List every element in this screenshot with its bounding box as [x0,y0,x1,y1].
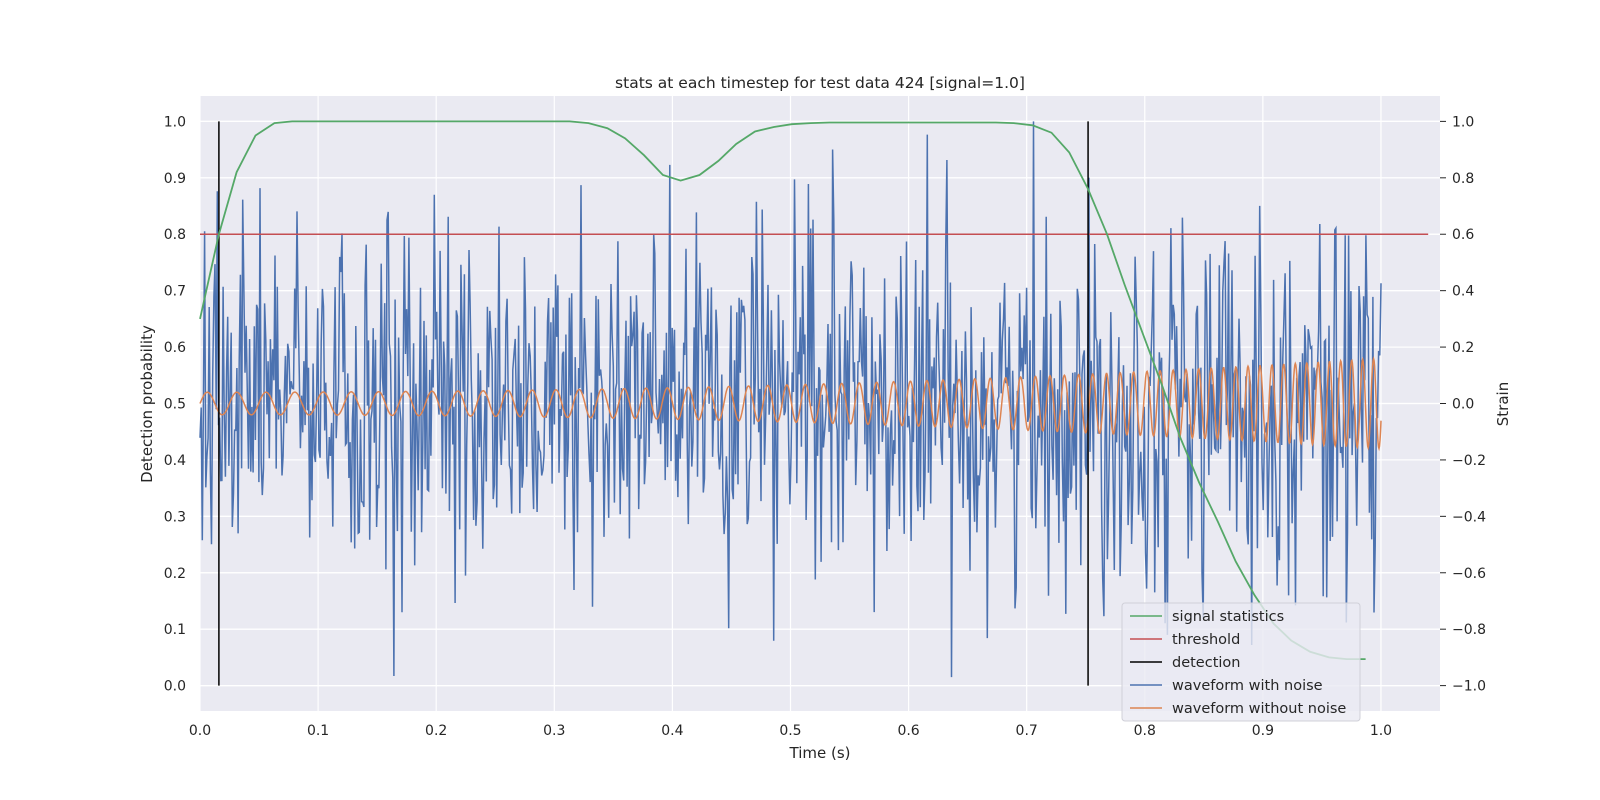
x-tick-label: 0.5 [779,723,801,739]
legend-box [1121,602,1361,722]
y-left-tick-label: 0.8 [164,227,186,243]
x-tick-labels: 0.0 0.1 0.2 0.3 0.4 0.5 0.6 0.7 0.8 0.9 1.0 [189,723,1392,739]
y-right-tick-label: −0.4 [1452,509,1486,525]
legend: signal statistics threshold detection wa… [1121,602,1361,722]
legend-label-signal-statistics: signal statistics [1172,609,1284,625]
y-left-tick-label: 0.2 [164,566,186,582]
legend-label-threshold: threshold [1172,632,1240,648]
y-right-tick-label: 0.6 [1452,227,1474,243]
y-left-tick-label: 0.5 [164,397,186,413]
x-axis-label: Time (s) [789,744,851,762]
y-right-tick-label: −0.6 [1452,566,1486,582]
y-left-tick-label: 0.9 [164,171,186,187]
series-waveform-without-noise [199,355,1382,452]
y-left-tick-label: 0.6 [164,340,186,356]
x-tick-label: 0.9 [1252,723,1274,739]
y-right-tick-label: 0.8 [1452,171,1474,187]
y-right-tick-label: 0.2 [1452,340,1474,356]
y-left-tick-label: 0.0 [164,679,186,695]
x-tick-label: 0.2 [425,723,447,739]
y-left-tick-label: 0.7 [164,284,186,300]
chart-title: stats at each timestep for test data 424… [615,74,1025,92]
x-tick-label: 1.0 [1370,723,1392,739]
y-left-tick-label: 0.1 [164,622,186,638]
y-right-tick-label: −0.2 [1452,453,1486,469]
y-right-tick-labels: −1.0 −0.8 −0.6 −0.4 −0.2 0.0 0.2 0.4 0.6 0.8 1.0 [1440,114,1486,695]
y-left-tick-label: 0.4 [164,453,186,469]
y-axis-label-left: Detection probability [138,325,156,483]
x-tick-label: 0.6 [897,723,919,739]
x-tick-label: 0.0 [189,723,211,739]
y-left-tick-labels: 0.0 0.1 0.2 0.3 0.4 0.5 0.6 0.7 0.8 0.9 1.0 [164,114,186,694]
y-right-tick-label: 0.4 [1452,284,1474,300]
x-tick-label: 0.1 [307,723,329,739]
y-axis-label-right: Strain [1494,382,1512,426]
legend-label-waveform-without-noise: waveform without noise [1172,701,1346,717]
y-right-tick-label: −1.0 [1452,679,1486,695]
legend-label-detection: detection [1172,655,1240,671]
y-right-tick-label: 1.0 [1452,114,1474,130]
y-left-tick-label: 1.0 [164,114,186,130]
x-tick-label: 0.3 [543,723,565,739]
series-waveform-with-noise [199,121,1382,678]
x-tick-label: 0.8 [1134,723,1156,739]
y-right-tick-label: −0.8 [1452,622,1486,638]
x-tick-label: 0.7 [1016,723,1038,739]
legend-label-waveform-with-noise: waveform with noise [1172,678,1323,694]
series-signal-statistics [199,120,1366,660]
y-left-tick-label: 0.3 [164,509,186,525]
y-right-tick-label: 0.0 [1452,397,1474,413]
series-layer [199,120,1429,686]
x-tick-label: 0.4 [661,723,683,739]
